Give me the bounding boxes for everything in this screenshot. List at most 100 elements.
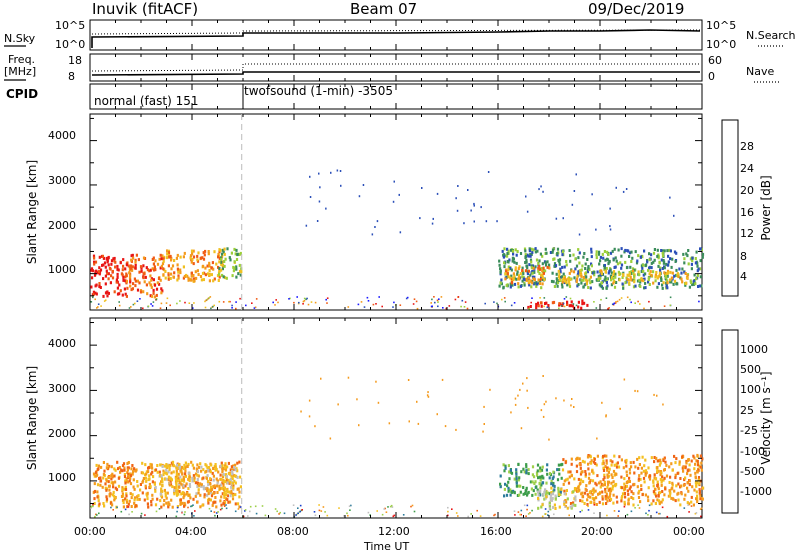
data-cell — [236, 461, 239, 465]
data-cell — [223, 252, 226, 256]
data-cell — [657, 256, 660, 260]
data-cell — [612, 277, 615, 281]
data-cell — [556, 478, 560, 482]
data-cell — [525, 463, 528, 467]
data-cell — [470, 513, 472, 515]
data-cell — [673, 274, 676, 278]
data-cell — [133, 277, 136, 281]
data-cell — [644, 493, 647, 497]
data-cell — [316, 220, 319, 222]
data-cell — [563, 277, 566, 280]
data-cell — [203, 271, 206, 275]
data-cell — [559, 490, 562, 494]
data-cell — [218, 260, 221, 264]
data-cell — [108, 464, 111, 468]
data-cell — [104, 265, 107, 269]
data-cell — [540, 185, 542, 188]
data-cell — [454, 298, 457, 301]
scatter-region-2 — [499, 462, 564, 498]
data-cell — [666, 249, 669, 253]
data-cell — [568, 284, 572, 288]
data-cell — [637, 477, 640, 481]
data-cell — [638, 456, 641, 460]
data-cell — [197, 273, 200, 276]
data-cell — [136, 495, 139, 499]
data-cell — [591, 469, 594, 473]
data-cell — [582, 276, 585, 280]
data-cell — [530, 247, 533, 251]
data-cell — [231, 493, 235, 497]
data-cell — [662, 281, 665, 285]
data-cell — [131, 472, 134, 476]
data-cell — [218, 300, 221, 303]
data-cell — [196, 478, 199, 481]
data-cell — [537, 304, 540, 308]
data-cell — [643, 286, 646, 290]
data-cell — [532, 266, 535, 270]
data-cell — [202, 468, 205, 472]
cpid-segment-twofsound: twofsound (1-min) -3505 — [244, 84, 393, 98]
data-cell — [502, 255, 505, 259]
data-cell — [519, 272, 522, 276]
data-cell — [324, 511, 326, 513]
data-cell — [130, 266, 133, 270]
data-cell — [95, 269, 98, 273]
data-cell — [654, 275, 657, 279]
data-cell — [100, 305, 102, 307]
data-cell — [623, 492, 626, 495]
data-cell — [494, 513, 496, 516]
data-cell — [544, 247, 547, 251]
data-cell — [203, 495, 206, 499]
data-cell — [232, 265, 235, 269]
data-cell — [670, 265, 673, 269]
data-cell — [151, 267, 154, 271]
data-cell — [106, 294, 109, 298]
data-cell — [129, 284, 132, 288]
data-cell — [234, 468, 237, 472]
data-cell — [245, 304, 247, 307]
data-cell — [438, 298, 440, 300]
nsky-tick-top: 10^5 — [55, 19, 86, 32]
data-cell — [108, 266, 111, 270]
data-cell — [536, 488, 539, 492]
data-cell — [527, 513, 530, 515]
data-cell — [610, 278, 613, 282]
data-cell — [640, 488, 643, 491]
data-cell — [118, 292, 121, 296]
data-cell — [175, 490, 178, 494]
scatter-region-5 — [504, 264, 551, 286]
data-cell — [688, 479, 691, 483]
data-cell — [186, 465, 189, 468]
data-cell — [654, 477, 657, 481]
data-cell — [457, 296, 460, 298]
data-cell — [319, 186, 321, 189]
data-cell — [541, 254, 544, 258]
data-cell — [513, 282, 517, 286]
data-cell — [527, 490, 530, 494]
data-cell — [583, 491, 587, 495]
data-cell — [669, 249, 672, 253]
data-cell — [217, 279, 220, 282]
data-cell — [609, 225, 611, 228]
data-cell — [173, 492, 176, 496]
data-cell — [110, 465, 113, 469]
data-cell — [593, 273, 596, 277]
data-cell — [179, 255, 182, 259]
data-cell — [121, 469, 124, 473]
data-cell — [553, 285, 556, 288]
data-cell — [507, 268, 510, 272]
data-cell — [207, 492, 210, 496]
data-cell — [91, 269, 94, 273]
data-cell — [585, 282, 588, 286]
data-cell — [150, 278, 153, 282]
data-cell — [125, 479, 128, 483]
data-cell — [236, 487, 239, 491]
data-cell — [150, 303, 152, 305]
data-cell — [201, 503, 204, 507]
data-cell — [205, 464, 208, 468]
data-cell — [698, 488, 701, 492]
data-cell — [208, 273, 211, 277]
data-cell — [92, 472, 96, 476]
data-cell — [239, 297, 241, 300]
data-cell — [659, 477, 662, 481]
